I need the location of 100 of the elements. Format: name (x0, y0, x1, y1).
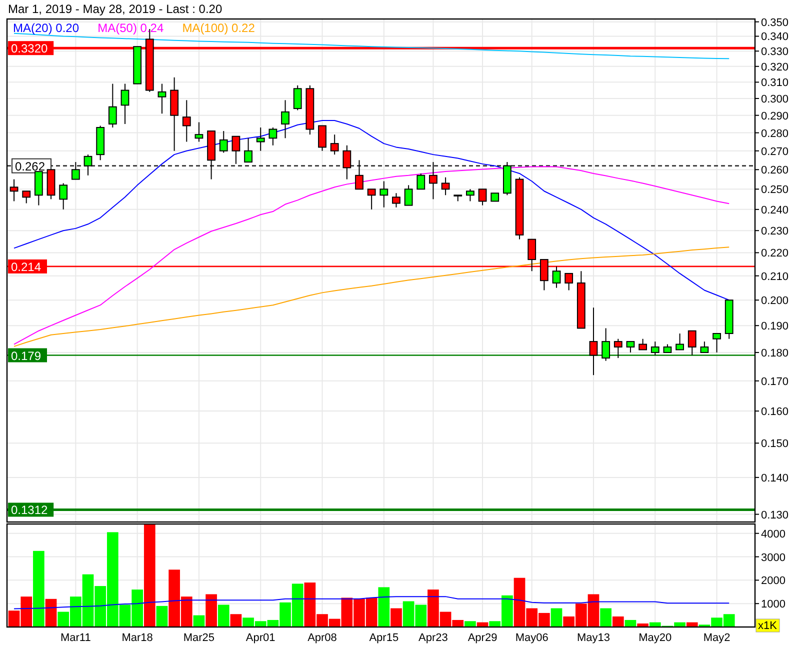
bar (218, 604, 230, 627)
text: MA(50) 0.24 (98, 21, 164, 35)
candlestick (34, 171, 43, 206)
candlestick (22, 190, 31, 204)
y-tick-label: 0.280 (761, 128, 789, 140)
y-tick-label: 0.140 (761, 472, 789, 484)
x-tick-label: Apr29 (468, 632, 498, 644)
y-tick-label: 3000 (761, 552, 786, 564)
y-tick-label: 0.250 (761, 184, 789, 196)
candlestick (281, 100, 290, 139)
text: x1K (758, 620, 778, 632)
candlestick (120, 83, 130, 124)
candlestick (182, 100, 191, 142)
y-tick-label: 0.130 (761, 509, 789, 522)
candlestick (478, 188, 487, 206)
bar (600, 608, 612, 627)
y-tick-label: 0.260 (761, 164, 789, 177)
y-tick-label: 0.300 (761, 93, 789, 106)
candlestick (194, 122, 204, 142)
candlestick (416, 172, 426, 190)
x-tick-label: Mar25 (183, 632, 215, 644)
text: MA(100) 0.22 (182, 21, 256, 35)
y-tick-label: 0.290 (761, 110, 789, 122)
y-tick-label: 0.310 (761, 77, 789, 90)
candlestick (626, 341, 635, 353)
text: MA(20) 0.20 (13, 21, 80, 35)
y-tick-label: 4000 (761, 528, 786, 540)
candlestick (108, 83, 117, 128)
candlestick (232, 136, 240, 164)
y-tick-label: 0.170 (761, 376, 789, 388)
candlestick (712, 333, 721, 353)
ref-line-label: 0.179 (11, 348, 42, 363)
y-tick-label: 2000 (761, 575, 786, 588)
bar (390, 608, 402, 627)
x-tick-label: Apr08 (308, 632, 337, 644)
x-tick-label: Mar11 (60, 632, 91, 644)
candlestick (342, 144, 352, 180)
candlestick (355, 160, 364, 190)
ref-line-label: 0.214 (11, 260, 42, 274)
y-tick-label: 0.220 (761, 248, 789, 260)
y-tick-label: 0.210 (761, 270, 789, 283)
candlestick (404, 184, 413, 206)
y-tick-label: 0.190 (761, 320, 789, 333)
candlestick (700, 341, 709, 353)
y-tick-label: 0.350 (761, 16, 789, 29)
x-tick-label: Apr01 (246, 632, 276, 644)
candlestick (268, 126, 278, 146)
x-tick-label: May13 (576, 632, 610, 644)
y-tick-label: 0.270 (761, 146, 789, 158)
y-tick-label: 0.340 (761, 31, 789, 44)
bar (612, 616, 624, 627)
candlestick (552, 266, 561, 288)
candlestick (441, 176, 450, 196)
y-tick-label: 0.240 (761, 204, 789, 216)
x-tick-label: May06 (515, 632, 548, 644)
candlestick (84, 154, 92, 176)
y-tick-label: 0.200 (761, 295, 789, 308)
candlestick (219, 130, 228, 154)
y-tick-label: 0.160 (761, 406, 789, 418)
bar (33, 550, 44, 627)
candlestick (602, 328, 610, 362)
candlestick (392, 192, 400, 208)
candlestick (589, 307, 598, 376)
x-tick-label: May2 (703, 632, 730, 644)
bar (378, 587, 390, 627)
candlestick (380, 180, 388, 208)
candlestick (638, 338, 648, 350)
x-tick-label: Mar18 (122, 632, 153, 644)
x-tick-label: Apr15 (369, 632, 399, 644)
bar (624, 620, 636, 627)
candlestick (318, 125, 326, 152)
y-tick-label: 0.180 (761, 347, 789, 360)
bar (230, 614, 242, 627)
candlestick (10, 178, 18, 202)
bar (550, 608, 562, 627)
y-tick-label: 0.150 (761, 438, 789, 450)
candlestick (614, 338, 622, 359)
x-tick-label: Apr23 (418, 632, 448, 644)
candlestick (688, 330, 696, 356)
bar (206, 594, 217, 627)
bar (144, 524, 156, 627)
candlestick (71, 162, 80, 180)
candlestick (650, 341, 660, 356)
candlestick (676, 333, 684, 350)
chart-title: Mar 1, 2019 - May 28, 2019 - Last : 0.20 (8, 2, 222, 16)
candlestick (59, 182, 68, 210)
line-series (14, 246, 730, 347)
bar (193, 615, 205, 627)
ref-line-label: 0.262 (15, 159, 46, 174)
bar (464, 621, 476, 627)
line-series (14, 32, 730, 60)
candlestick (466, 188, 474, 202)
candlestick (564, 272, 574, 291)
bar (156, 606, 168, 627)
y-tick-label: 0.330 (761, 46, 789, 58)
y-tick-label: 1000 (761, 598, 786, 611)
candlestick (293, 84, 302, 111)
candlestick (244, 138, 252, 163)
line-series (14, 596, 730, 610)
bar (45, 598, 57, 627)
